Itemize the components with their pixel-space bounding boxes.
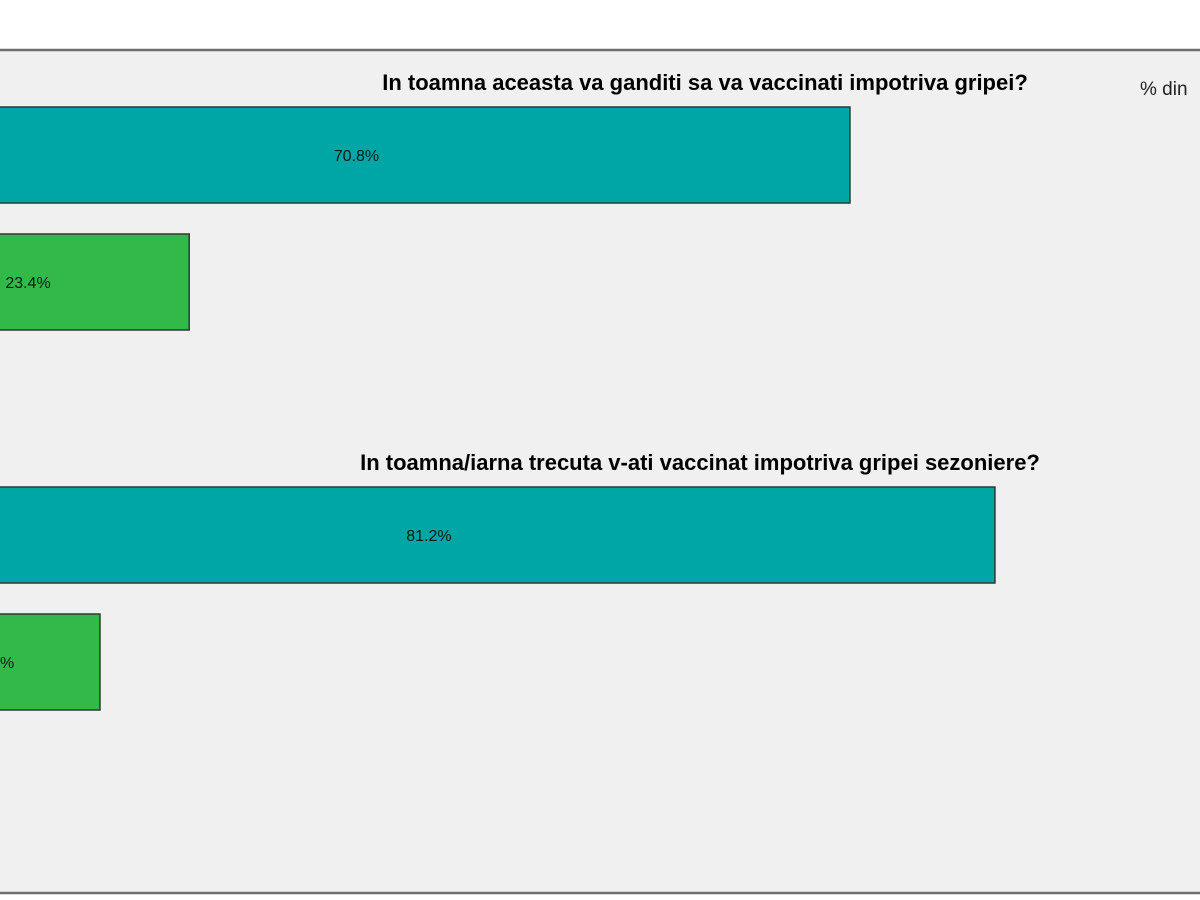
data-label-2-2: % (0, 655, 14, 672)
bar-2-1 (0, 486, 996, 584)
chart-title-1: In toamna aceasta va ganditi sa va vacci… (382, 70, 1028, 95)
bar-1-2 (0, 233, 190, 331)
unit-label: % din (1140, 79, 1188, 100)
chart-title-2: In toamna/iarna trecuta v-ati vaccinat i… (360, 450, 1040, 475)
data-label-1-2: 23.4% (5, 275, 50, 292)
data-label-1-1: 70.8% (334, 148, 379, 165)
data-label-2-1: 81.2% (406, 528, 451, 545)
bar-1-1 (0, 106, 851, 204)
bar-2-2 (0, 613, 101, 711)
